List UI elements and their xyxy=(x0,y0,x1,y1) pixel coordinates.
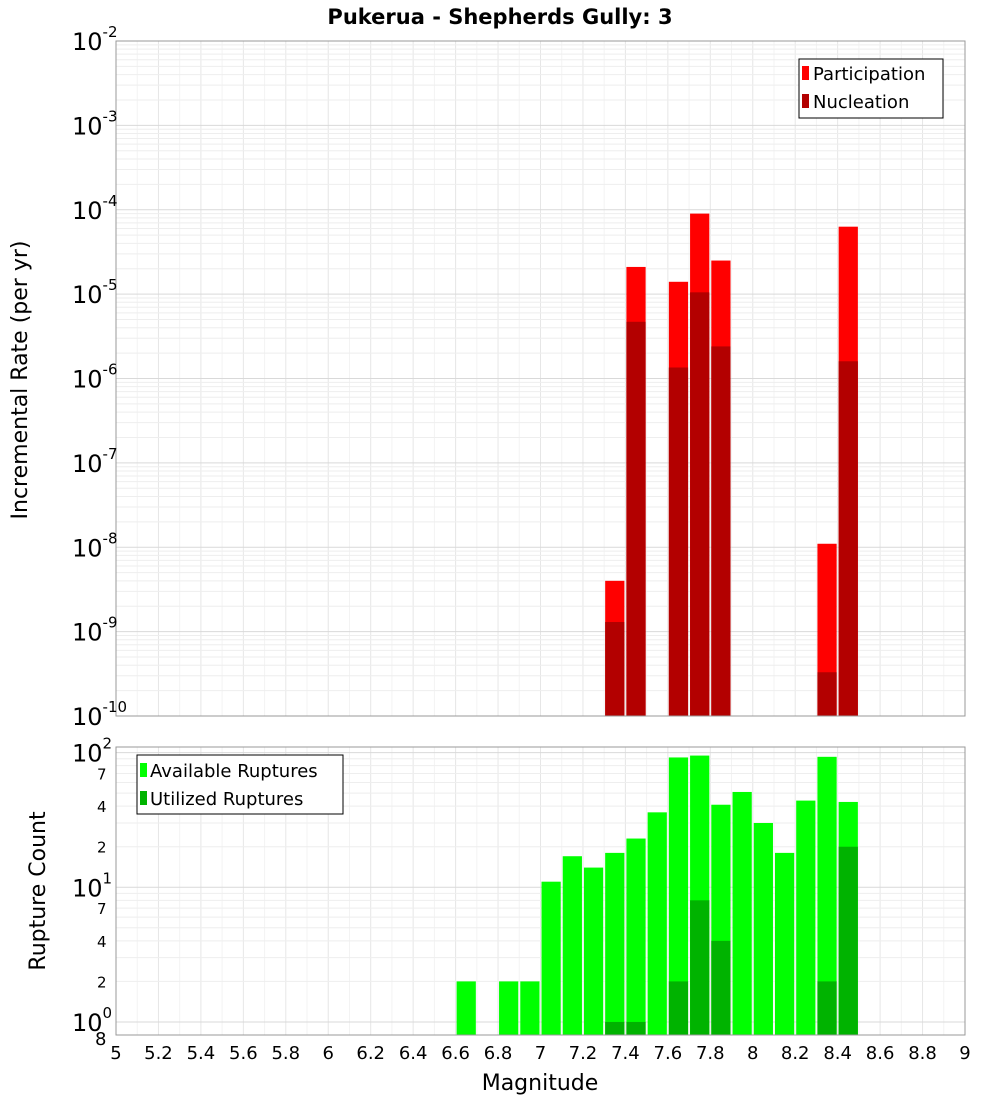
top-y-tick-label: 10-8 xyxy=(72,529,118,562)
legend-swatch-participation xyxy=(802,66,809,80)
x-tick-label: 5.6 xyxy=(229,1043,258,1064)
x-tick-label: 5.4 xyxy=(187,1043,216,1064)
legend-swatch-nucleation xyxy=(802,94,809,108)
bottom-y-minor-tick-label: 4 xyxy=(97,798,107,816)
nucleation-bar xyxy=(605,622,625,716)
top-legend: Participation Nucleation xyxy=(798,58,944,119)
available-ruptures-bar xyxy=(668,757,689,1035)
bottom-y-axis-label: Rupture Count xyxy=(26,811,51,971)
top-y-tick-label: 10-3 xyxy=(72,107,118,140)
available-ruptures-bar xyxy=(520,981,540,1035)
legend-swatch-available xyxy=(140,763,147,777)
available-ruptures-bar xyxy=(796,800,816,1035)
available-ruptures-bar xyxy=(499,981,519,1035)
bottom-legend-box xyxy=(136,754,344,815)
bottom-y-minor-tick-label: 2 xyxy=(97,839,107,857)
available-ruptures-bar xyxy=(774,852,795,1035)
x-tick-label: 6 xyxy=(323,1043,334,1064)
nucleation-bar xyxy=(668,367,689,716)
available-ruptures-bar xyxy=(562,856,582,1035)
bottom-y-major-tick-label: 100 xyxy=(72,1004,112,1037)
top-y-tick-label: 10-6 xyxy=(72,361,118,394)
utilized-ruptures-bar xyxy=(711,940,731,1035)
bottom-y-stray-label: 8 xyxy=(95,1029,106,1050)
chart-title: Pukerua - Shepherds Gully: 3 xyxy=(327,5,672,29)
bottom-y-tick-labels: 100 101 102 2 4 7 2 4 7 8 xyxy=(72,735,112,1050)
x-tick-label: 8 xyxy=(747,1043,758,1064)
available-ruptures-bar xyxy=(541,881,561,1035)
available-ruptures-bar xyxy=(817,756,837,1035)
top-grid xyxy=(115,41,966,717)
bottom-plot-frame xyxy=(115,746,966,1036)
x-tick-label: 9 xyxy=(959,1043,970,1064)
x-tick-label: 7 xyxy=(535,1043,546,1064)
nucleation-bar xyxy=(711,346,731,716)
x-tick-label: 5 xyxy=(110,1043,121,1064)
x-tick-label: 6.8 xyxy=(484,1043,513,1064)
top-plot-frame xyxy=(115,40,966,717)
x-axis-label: Magnitude xyxy=(482,1071,599,1096)
bottom-plot: 100 101 102 2 4 7 2 4 7 8 5 5.2 5.4 5.6 5.8 6 6.2 6.4 6.6… xyxy=(26,735,971,1096)
top-legend-box xyxy=(798,58,944,119)
x-tick-label: 7.2 xyxy=(569,1043,598,1064)
utilized-ruptures-bar xyxy=(690,900,710,1035)
bottom-y-minor-tick-label: 2 xyxy=(97,973,107,991)
x-tick-label: 8.4 xyxy=(823,1043,852,1064)
top-y-tick-label: 10-10 xyxy=(72,698,127,731)
bottom-y-major-tick-label: 102 xyxy=(72,735,112,768)
bottom-y-minor-tick-label: 7 xyxy=(97,765,107,783)
available-ruptures-bar xyxy=(583,867,604,1035)
nucleation-bar xyxy=(690,292,710,716)
x-tick-label: 7.4 xyxy=(611,1043,640,1064)
x-tick-label: 8.2 xyxy=(781,1043,810,1064)
top-plot: 10-10 10-9 10-8 10-7 10-6 10-5 10-4 10-3 10-2 In… xyxy=(8,23,966,731)
x-tick-label: 5.2 xyxy=(144,1043,173,1064)
nucleation-bar xyxy=(817,672,837,716)
utilized-ruptures-bar xyxy=(605,1021,625,1035)
available-ruptures-bar xyxy=(647,812,667,1035)
bottom-y-major-tick-label: 101 xyxy=(72,869,112,902)
nucleation-bar xyxy=(626,321,646,716)
x-tick-label: 8.8 xyxy=(908,1043,937,1064)
nucleation-series xyxy=(605,292,858,716)
x-tick-label: 6.2 xyxy=(356,1043,385,1064)
x-tick-label: 8.6 xyxy=(866,1043,895,1064)
nucleation-bar xyxy=(838,361,858,716)
x-tick-label: 7.8 xyxy=(696,1043,725,1064)
utilized-ruptures-bar xyxy=(838,846,858,1035)
top-y-tick-label: 10-5 xyxy=(72,276,118,309)
legend-label-participation: Participation xyxy=(813,64,925,85)
top-y-tick-label: 10-2 xyxy=(72,23,118,56)
utilized-ruptures-series xyxy=(605,846,858,1035)
top-y-axis-label: Incremental Rate (per yr) xyxy=(8,241,33,520)
bottom-y-minor-tick-label: 7 xyxy=(97,900,107,918)
legend-swatch-utilized xyxy=(140,791,147,805)
available-ruptures-bar xyxy=(732,791,752,1035)
top-y-tick-label: 10-9 xyxy=(72,614,118,647)
available-ruptures-bar xyxy=(456,981,476,1035)
bottom-legend: Available Ruptures Utilized Ruptures xyxy=(136,754,344,815)
x-tick-label: 5.8 xyxy=(271,1043,300,1064)
top-y-tick-label: 10-7 xyxy=(72,445,118,478)
utilized-ruptures-bar xyxy=(626,1021,646,1035)
legend-label-available: Available Ruptures xyxy=(150,761,318,782)
available-ruptures-bar xyxy=(605,852,625,1035)
x-tick-label: 6.4 xyxy=(399,1043,428,1064)
legend-label-utilized: Utilized Ruptures xyxy=(150,789,303,810)
x-tick-label: 7.6 xyxy=(654,1043,683,1064)
available-ruptures-bar xyxy=(753,822,773,1035)
available-ruptures-bar xyxy=(626,838,646,1035)
legend-label-nucleation: Nucleation xyxy=(813,92,909,113)
x-tick-labels: 5 5.2 5.4 5.6 5.8 6 6.2 6.4 6.6 6.8 7 7.2 7.4 7.6 7.8 8… xyxy=(110,1043,970,1064)
bottom-y-minor-tick-label: 4 xyxy=(97,933,107,951)
top-y-tick-labels: 10-10 10-9 10-8 10-7 10-6 10-5 10-4 10-3 10-2 xyxy=(72,23,127,731)
x-tick-label: 6.6 xyxy=(441,1043,470,1064)
top-y-tick-label: 10-4 xyxy=(72,192,118,225)
utilized-ruptures-bar xyxy=(817,981,837,1035)
utilized-ruptures-bar xyxy=(668,981,689,1035)
